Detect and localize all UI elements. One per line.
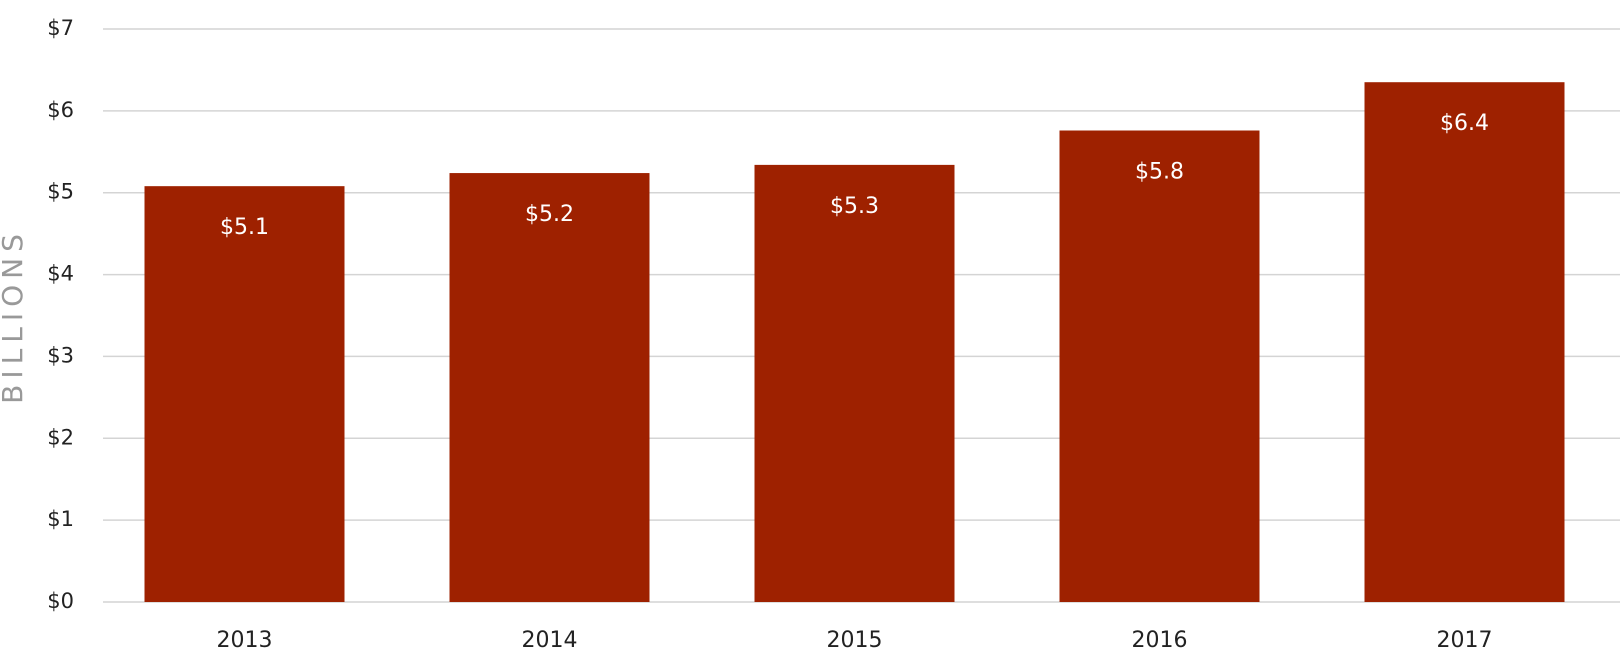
y-tick-label: $3	[47, 343, 74, 367]
x-tick-label: 2013	[217, 628, 273, 653]
bar	[144, 186, 345, 602]
value-label: $5.1	[220, 215, 269, 240]
y-tick-label: $2	[47, 425, 74, 449]
y-tick-label: $0	[47, 589, 74, 613]
y-tick-label: $1	[47, 507, 74, 531]
y-tick-label: $6	[47, 98, 74, 122]
value-label: $5.8	[1135, 160, 1184, 185]
bar	[449, 173, 650, 602]
value-label: $5.2	[525, 202, 574, 227]
value-label: $5.3	[830, 194, 879, 219]
x-tick-label: 2015	[827, 628, 883, 653]
value-label: $6.4	[1440, 111, 1489, 136]
x-tick-label: 2016	[1132, 628, 1188, 653]
bar	[1059, 130, 1260, 602]
y-axis-title: BILLIONS	[0, 228, 29, 404]
y-tick-label: $7	[47, 16, 74, 40]
y-tick-label: $5	[47, 180, 74, 204]
x-tick-label: 2014	[522, 628, 578, 653]
x-tick-label: 2017	[1437, 628, 1493, 653]
bar	[1364, 82, 1565, 602]
y-tick-label: $4	[47, 262, 74, 286]
bar	[754, 164, 955, 602]
